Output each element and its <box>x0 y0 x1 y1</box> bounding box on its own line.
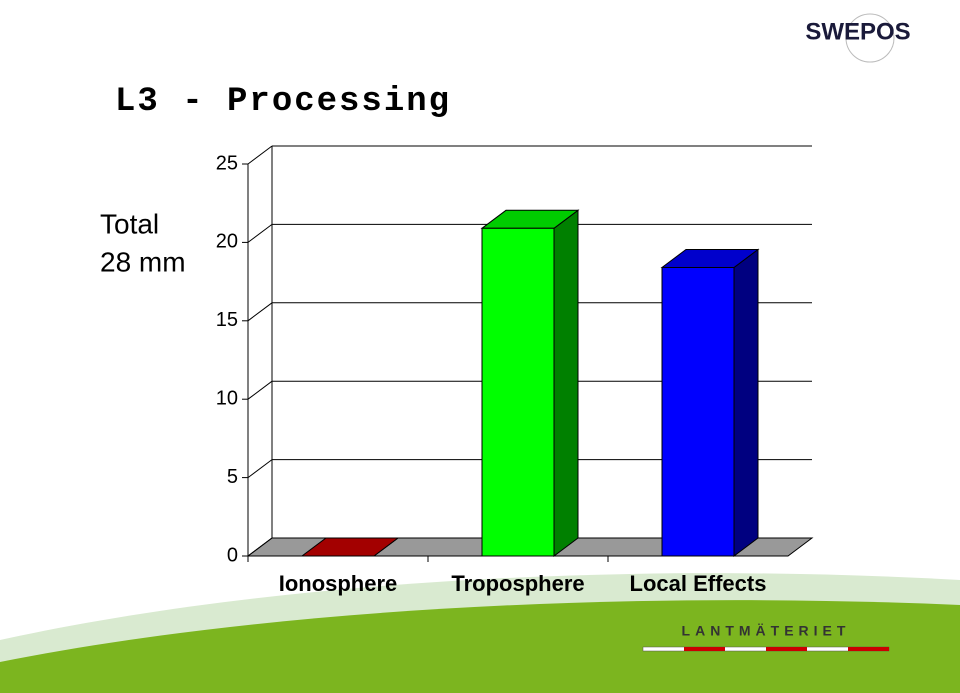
grid-line-side <box>247 459 273 479</box>
bar-top <box>300 537 400 557</box>
grid-line-side <box>247 537 273 557</box>
y-tick-label: 20 <box>216 231 238 253</box>
y-tick-label: 15 <box>216 309 238 331</box>
y-tick-label: 10 <box>216 387 238 409</box>
bar <box>481 227 555 557</box>
x-tick-label: Local Effects <box>630 571 767 596</box>
grid-line-side <box>247 223 273 243</box>
annotation: 28 mm <box>100 246 186 277</box>
bar-side <box>553 209 579 557</box>
x-tick-label: Ionosphere <box>279 571 398 596</box>
grid-line-side <box>247 145 273 165</box>
grid-line-side <box>247 380 273 400</box>
y-tick-label: 0 <box>227 544 238 566</box>
y-tick-label: 5 <box>227 466 238 488</box>
bar <box>661 266 735 557</box>
lantmateriet-logo: LANTMÄTERIET <box>682 623 851 639</box>
y-tick-label: 25 <box>216 152 238 174</box>
grid-line-side <box>247 302 273 322</box>
logo-globe <box>845 13 895 63</box>
swepos-logo: SWEPOS <box>805 18 910 45</box>
x-tick-label: Troposphere <box>451 571 584 596</box>
swoosh <box>0 600 960 693</box>
logo-stripe <box>642 646 890 652</box>
chart-title: L3 - Processing <box>115 83 451 121</box>
annotation: Total <box>100 208 159 239</box>
bar-side <box>733 248 759 557</box>
